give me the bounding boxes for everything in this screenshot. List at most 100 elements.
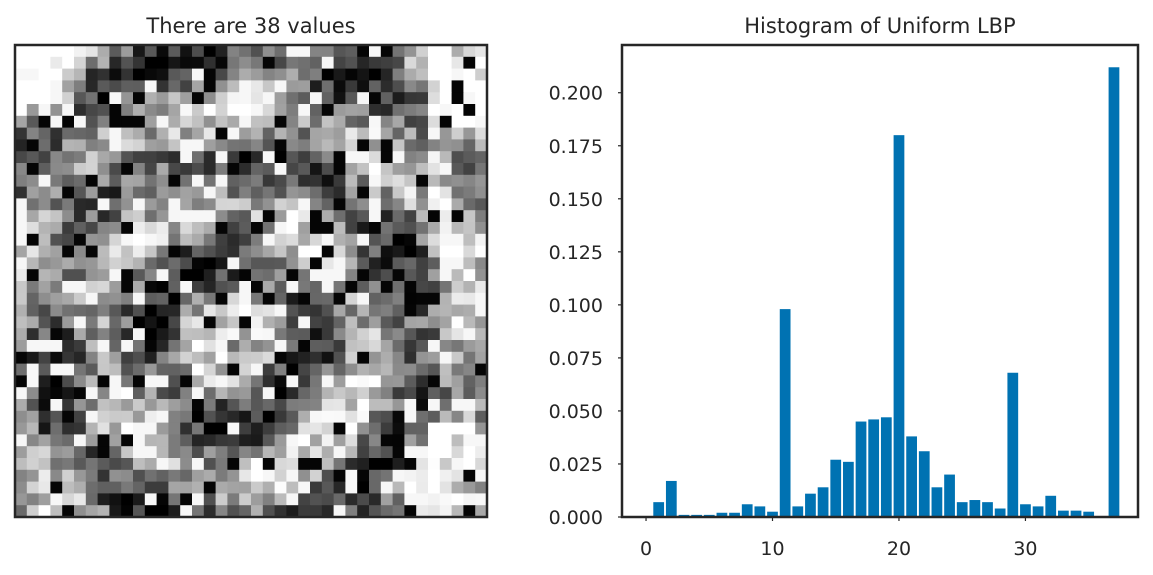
lbp-pixel — [416, 104, 429, 117]
lbp-pixel — [251, 458, 264, 471]
lbp-pixel — [369, 127, 382, 140]
lbp-pixel — [369, 245, 382, 258]
lbp-pixel — [203, 351, 216, 364]
lbp-pixel — [428, 493, 441, 506]
lbp-pixel — [286, 399, 299, 412]
lbp-pixel — [215, 316, 228, 329]
lbp-pixel — [475, 115, 488, 128]
lbp-pixel — [156, 422, 169, 435]
lbp-pixel — [144, 80, 157, 93]
lbp-pixel — [251, 316, 264, 329]
lbp-pixel — [345, 68, 358, 81]
lbp-pixel — [345, 493, 358, 506]
lbp-pixel — [451, 292, 464, 305]
lbp-pixel — [416, 80, 429, 93]
lbp-pixel — [74, 68, 87, 81]
lbp-pixel — [463, 163, 476, 176]
lbp-pixel — [428, 351, 441, 364]
lbp-pixel — [439, 233, 452, 246]
lbp-pixel — [380, 505, 393, 518]
lbp-pixel — [286, 163, 299, 176]
lbp-pixel — [392, 446, 405, 459]
lbp-pixel — [310, 56, 323, 69]
lbp-pixel — [74, 363, 87, 376]
lbp-pixel — [310, 151, 323, 164]
lbp-pixel — [357, 399, 370, 412]
lbp-pixel — [50, 446, 63, 459]
lbp-pixel — [439, 45, 452, 58]
lbp-pixel — [50, 104, 63, 117]
lbp-pixel — [15, 222, 28, 235]
lbp-pixel — [380, 458, 393, 471]
lbp-pixel — [416, 210, 429, 223]
lbp-pixel — [286, 387, 299, 400]
lbp-pixel — [144, 92, 157, 105]
lbp-pixel — [121, 198, 134, 211]
lbp-pixel — [121, 410, 134, 423]
lbp-pixel — [121, 304, 134, 317]
lbp-pixel — [50, 328, 63, 341]
lbp-pixel — [227, 245, 240, 258]
lbp-pixel — [239, 292, 252, 305]
lbp-pixel — [357, 80, 370, 93]
lbp-pixel — [463, 56, 476, 69]
lbp-pixel — [239, 481, 252, 494]
lbp-pixel — [133, 304, 146, 317]
lbp-pixel — [85, 351, 98, 364]
lbp-pixel — [357, 222, 370, 235]
lbp-pixel — [38, 493, 51, 506]
lbp-pixel — [227, 340, 240, 353]
lbp-pixel — [74, 56, 87, 69]
lbp-pixel — [144, 210, 157, 223]
lbp-pixel — [38, 186, 51, 199]
lbp-pixel — [203, 316, 216, 329]
lbp-pixel — [321, 387, 334, 400]
lbp-pixel — [380, 233, 393, 246]
lbp-pixel — [416, 68, 429, 81]
lbp-pixel — [109, 469, 122, 482]
lbp-pixel — [227, 434, 240, 447]
lbp-pixel — [298, 399, 311, 412]
lbp-pixel — [239, 340, 252, 353]
lbp-pixel — [156, 68, 169, 81]
lbp-pixel — [262, 68, 275, 81]
lbp-pixel — [357, 316, 370, 329]
lbp-pixel — [62, 222, 75, 235]
lbp-pixel — [121, 458, 134, 471]
lbp-pixel — [38, 351, 51, 364]
lbp-pixel — [463, 434, 476, 447]
lbp-pixel — [274, 387, 287, 400]
lbp-pixel — [144, 316, 157, 329]
lbp-pixel — [38, 115, 51, 128]
lbp-pixel — [192, 198, 205, 211]
lbp-pixel — [298, 222, 311, 235]
lbp-pixel — [192, 363, 205, 376]
lbp-pixel — [133, 198, 146, 211]
lbp-pixel — [286, 80, 299, 93]
lbp-pixel — [168, 222, 181, 235]
lbp-pixel — [144, 163, 157, 176]
lbp-pixel — [62, 469, 75, 482]
lbp-pixel — [168, 363, 181, 376]
lbp-pixel — [227, 493, 240, 506]
lbp-pixel — [239, 198, 252, 211]
lbp-pixel — [416, 481, 429, 494]
lbp-pixel — [144, 186, 157, 199]
lbp-pixel — [439, 222, 452, 235]
lbp-pixel — [463, 186, 476, 199]
lbp-pixel — [133, 115, 146, 128]
lbp-pixel — [392, 163, 405, 176]
lbp-pixel — [416, 340, 429, 353]
lbp-pixel — [369, 210, 382, 223]
lbp-pixel — [15, 446, 28, 459]
lbp-pixel — [192, 104, 205, 117]
lbp-pixel — [168, 45, 181, 58]
lbp-pixel — [144, 233, 157, 246]
lbp-pixel — [274, 434, 287, 447]
lbp-pixel — [227, 399, 240, 412]
lbp-pixel — [203, 163, 216, 176]
lbp-pixel — [439, 281, 452, 294]
lbp-pixel — [133, 375, 146, 388]
lbp-pixel — [239, 127, 252, 140]
lbp-pixel — [227, 68, 240, 81]
